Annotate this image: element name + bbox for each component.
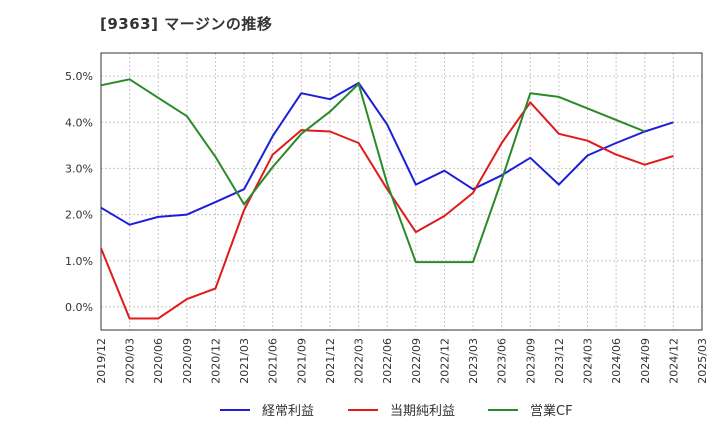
y-tick-label: 1.0% bbox=[65, 255, 93, 268]
plot-frame bbox=[100, 52, 703, 331]
x-tick-label: 2020/09 bbox=[181, 338, 194, 384]
legend-label-3: 営業CF bbox=[530, 403, 573, 419]
x-tick-label: 2024/03 bbox=[582, 338, 595, 384]
series-line-3 bbox=[100, 78, 646, 264]
x-tick-label: 2022/09 bbox=[410, 338, 423, 384]
y-tick-label: 2.0% bbox=[65, 209, 93, 222]
x-tick-label: 2022/03 bbox=[353, 338, 366, 384]
x-tick-label: 2020/03 bbox=[124, 338, 137, 384]
x-tick-label: 2022/06 bbox=[381, 338, 394, 384]
x-tick-label: 2024/09 bbox=[639, 338, 652, 384]
x-tick-label: 2023/12 bbox=[553, 338, 566, 384]
chart-title: [9363] マージンの推移 bbox=[100, 15, 273, 33]
y-tick-label: 0.0% bbox=[65, 301, 93, 314]
x-tick-label: 2021/03 bbox=[238, 338, 251, 384]
x-tick-label: 2021/12 bbox=[324, 338, 337, 384]
x-tick-label: 2025/03 bbox=[696, 338, 709, 384]
x-tick-label: 2024/06 bbox=[610, 338, 623, 384]
x-tick-label: 2020/06 bbox=[152, 338, 165, 384]
x-tick-label: 2023/09 bbox=[524, 338, 537, 384]
x-tick-label: 2021/06 bbox=[267, 338, 280, 384]
x-tick-label: 2023/06 bbox=[496, 338, 509, 384]
series-line-1 bbox=[100, 82, 674, 226]
x-tick-label: 2023/03 bbox=[467, 338, 480, 384]
x-tick-label: 2020/12 bbox=[209, 338, 222, 384]
legend-label-1: 経常利益 bbox=[262, 404, 314, 419]
x-tick-label: 2019/12 bbox=[95, 338, 108, 384]
y-tick-label: 4.0% bbox=[65, 116, 93, 129]
series-line-2 bbox=[100, 101, 674, 320]
y-tick-label: 3.0% bbox=[65, 162, 93, 175]
y-tick-label: 5.0% bbox=[65, 70, 93, 83]
x-tick-label: 2021/09 bbox=[295, 338, 308, 384]
x-tick-label: 2022/12 bbox=[438, 338, 451, 384]
x-tick-label: 2024/12 bbox=[667, 338, 680, 384]
legend-label-2: 当期純利益 bbox=[390, 404, 455, 419]
